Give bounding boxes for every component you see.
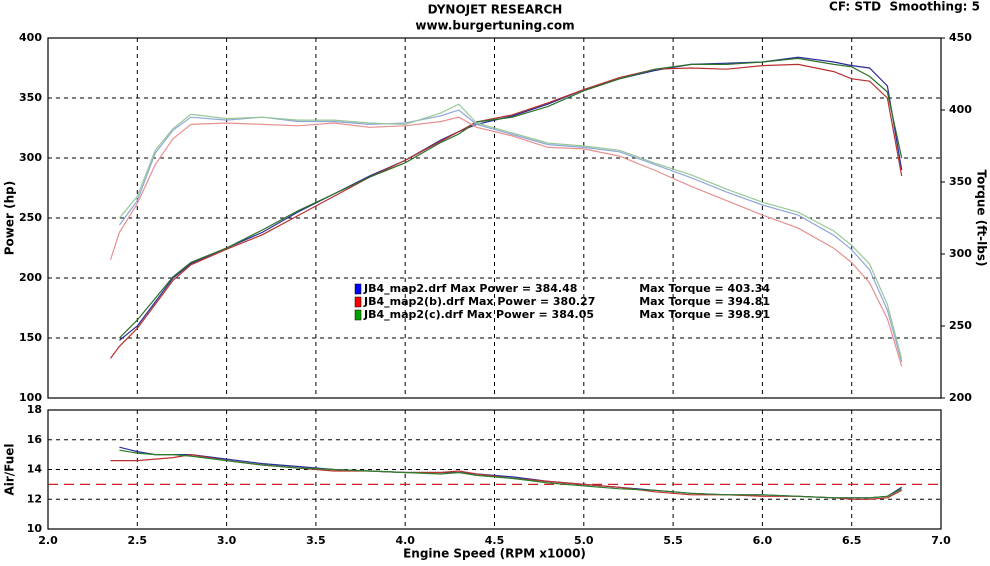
series-line (118, 103, 903, 360)
legend-label: Max Torque = 398.91 (639, 308, 770, 321)
y-tick-label: 14 (27, 463, 43, 476)
y2-tick-label: 200 (949, 391, 972, 404)
y-tick-label: 10 (27, 522, 43, 535)
settings-annotation: CF: STD Smoothing: 5 (829, 0, 980, 14)
x-tick-label: 3.0 (217, 534, 237, 547)
series-line (119, 449, 902, 499)
x-tick-label: 4.5 (485, 534, 505, 547)
y-tick-label: 250 (19, 211, 42, 224)
plot-frame (47, 37, 942, 399)
x-tick-label: 6.0 (753, 534, 773, 547)
y-tick-label: 150 (19, 331, 42, 344)
legend-label: JB4_map2(b).drf Max Power = 380.27 (363, 295, 595, 308)
x-tick-label: 5.5 (663, 534, 683, 547)
chart-subtitle: www.burgertuning.com (415, 19, 574, 33)
legend-label: JB4_map2(c).drf Max Power = 384.05 (363, 308, 594, 321)
y-tick-label: 16 (27, 433, 43, 446)
y-tick-label: 400 (19, 31, 42, 44)
legend-swatch (354, 309, 362, 321)
legend-label: Max Torque = 403.34 (639, 282, 770, 295)
y2-tick-label: 250 (949, 319, 972, 332)
x-tick-label: 6.5 (842, 534, 862, 547)
y-tick-label: 350 (19, 91, 42, 104)
x-tick-label: 2.5 (128, 534, 148, 547)
series-line (118, 57, 903, 339)
series-line (118, 109, 903, 363)
y-tick-label: 12 (27, 492, 42, 505)
y2-tick-label: 450 (949, 31, 972, 44)
series-line (109, 116, 903, 367)
legend-swatch (354, 296, 362, 308)
x-tick-label: 2.0 (38, 534, 58, 547)
y-axis-label: Air/Fuel (3, 443, 17, 495)
y-tick-label: 18 (27, 403, 42, 416)
chart-title: DYNOJET RESEARCH (428, 3, 563, 17)
x-tick-label: 4.0 (395, 534, 415, 547)
legend-label: Max Torque = 394.81 (639, 295, 770, 308)
y2-tick-label: 300 (949, 247, 972, 260)
x-axis-label: Engine Speed (RPM x1000) (403, 547, 586, 561)
x-tick-label: 5.0 (574, 534, 594, 547)
x-tick-label: 3.5 (306, 534, 326, 547)
plot-frame (47, 409, 942, 530)
y2-tick-label: 350 (949, 175, 972, 188)
legend-label: JB4_map2.drf Max Power = 384.48 (363, 282, 577, 295)
y-axis-label: Power (hp) (3, 181, 17, 255)
x-tick-label: 7.0 (931, 534, 951, 547)
y-tick-label: 100 (19, 391, 42, 404)
y-tick-label: 300 (19, 151, 42, 164)
y-tick-label: 200 (19, 271, 42, 284)
y2-axis-label: Torque (ft-lbs) (975, 170, 989, 267)
y2-tick-label: 400 (949, 103, 972, 116)
legend-swatch (354, 283, 362, 295)
